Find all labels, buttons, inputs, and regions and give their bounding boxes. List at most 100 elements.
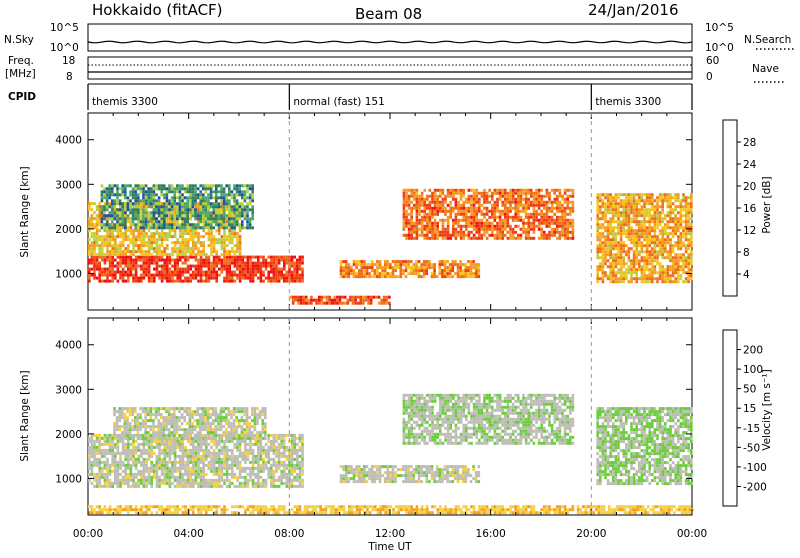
heatmap-cell: [197, 262, 200, 265]
heatmap-cell: [132, 280, 135, 283]
heatmap-cell: [197, 473, 200, 476]
heatmap-cell: [522, 228, 525, 231]
velocity-heatmap: [88, 394, 694, 514]
heatmap-cell: [648, 211, 651, 214]
heatmap-cell: [507, 195, 510, 198]
heatmap-cell: [426, 216, 429, 219]
heatmap-cell: [150, 217, 153, 220]
heatmap-cell: [116, 214, 119, 217]
heatmap-cell: [169, 485, 172, 488]
heatmap-cell: [91, 247, 94, 250]
heatmap-cell: [249, 187, 252, 190]
heatmap-cell: [656, 223, 659, 226]
heatmap-cell: [602, 241, 605, 244]
heatmap-cell: [682, 232, 685, 235]
heatmap-cell: [628, 271, 631, 274]
heatmap-cell: [392, 272, 395, 275]
heatmap-cell: [328, 302, 331, 305]
heatmap-cell: [127, 202, 130, 205]
heatmap-cell: [143, 241, 146, 244]
heatmap-cell: [496, 231, 499, 234]
heatmap-cell: [236, 268, 239, 271]
heatmap-cell: [197, 265, 200, 268]
nsearch-label: N.Search: [744, 34, 791, 46]
heatmap-cell: [163, 467, 166, 470]
heatmap-cell: [143, 277, 146, 280]
heatmap-cell: [646, 193, 649, 196]
heatmap-cell: [602, 232, 605, 235]
heatmap-cell: [630, 247, 633, 250]
heatmap-cell: [468, 198, 471, 201]
heatmap-cell: [156, 443, 159, 446]
heatmap-cell: [186, 184, 189, 187]
heatmap-cell: [101, 455, 104, 458]
heatmap-cell: [88, 259, 91, 262]
heatmap-cell: [612, 277, 615, 280]
heatmap-cell: [677, 265, 680, 268]
heatmap-cell: [182, 232, 185, 235]
heatmap-cell: [286, 277, 289, 280]
heatmap-cell: [421, 222, 424, 225]
heatmap-cell: [661, 256, 664, 259]
heatmap-cell: [143, 262, 146, 265]
heatmap-cell: [228, 268, 231, 271]
heatmap-cell: [612, 265, 615, 268]
heatmap-cell: [638, 211, 641, 214]
heatmap-cell: [641, 226, 644, 229]
heatmap-cell: [635, 223, 638, 226]
heatmap-cell: [171, 449, 174, 452]
heatmap-cell: [158, 187, 161, 190]
heatmap-cell: [121, 217, 124, 220]
heatmap-cell: [140, 473, 143, 476]
heatmap-cell: [410, 207, 413, 210]
heatmap-cell: [416, 225, 419, 228]
heatmap-cell: [410, 234, 413, 237]
heatmap-cell: [423, 266, 426, 269]
heatmap-cell: [88, 464, 91, 467]
heatmap-cell: [460, 207, 463, 210]
heatmap-cell: [93, 452, 96, 455]
heatmap-cell: [564, 219, 567, 222]
heatmap-cell: [156, 470, 159, 473]
heatmap-cell: [659, 238, 662, 241]
heatmap-cell: [394, 260, 397, 263]
heatmap-cell: [641, 241, 644, 244]
heatmap-cell: [599, 226, 602, 229]
heatmap-cell: [643, 232, 646, 235]
heatmap-cell: [470, 219, 473, 222]
heatmap-cell: [260, 277, 263, 280]
heatmap-cell: [609, 199, 612, 202]
heatmap-cell: [166, 280, 169, 283]
heatmap-cell: [556, 228, 559, 231]
heatmap-cell: [106, 434, 109, 437]
heatmap-cell: [197, 485, 200, 488]
heatmap-cell: [491, 231, 494, 234]
heatmap-cell: [186, 220, 189, 223]
heatmap-cell: [109, 271, 112, 274]
heatmap-cell: [189, 253, 192, 256]
heatmap-cell: [215, 277, 218, 280]
heatmap-cell: [553, 234, 556, 237]
heatmap-cell: [379, 272, 382, 275]
heatmap-cell: [366, 272, 369, 275]
heatmap-cell: [236, 277, 239, 280]
heatmap-cell: [137, 259, 140, 262]
heatmap-cell: [176, 259, 179, 262]
heatmap-cell: [98, 470, 101, 473]
heatmap-cell: [421, 219, 424, 222]
heatmap-cell: [543, 231, 546, 234]
heatmap-cell: [457, 269, 460, 272]
heatmap-cell: [517, 189, 520, 192]
heatmap-cell: [659, 262, 662, 265]
heatmap-cell: [197, 226, 200, 229]
heatmap-cell: [522, 222, 525, 225]
heatmap-cell: [651, 202, 654, 205]
heatmap-cell: [648, 259, 651, 262]
heatmap-cell: [140, 214, 143, 217]
heatmap-cell: [403, 216, 406, 219]
heatmap-cell: [514, 198, 517, 201]
heatmap-cell: [153, 211, 156, 214]
heatmap-cell: [179, 455, 182, 458]
heatmap-cell: [132, 217, 135, 220]
heatmap-cell: [135, 265, 138, 268]
